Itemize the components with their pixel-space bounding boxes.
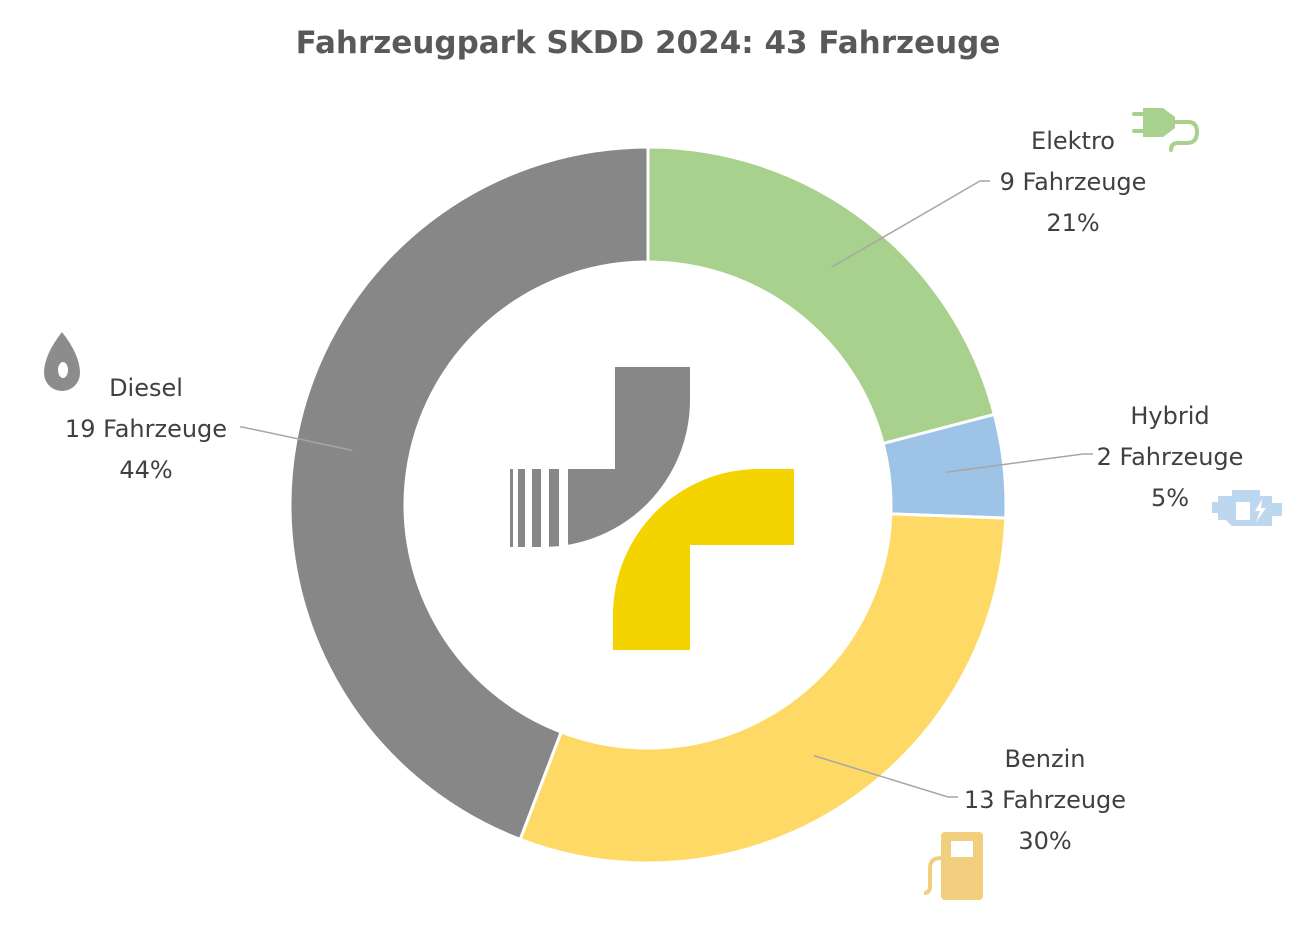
slice-benzin <box>518 512 1008 865</box>
oil-drop-icon <box>44 332 80 391</box>
label-diesel-percent: 44% <box>119 456 172 484</box>
label-elektro: Elektro 9 Fahrzeuge 21% <box>1000 127 1147 237</box>
leader-elektro <box>831 180 990 268</box>
label-benzin-percent: 30% <box>1018 827 1071 855</box>
label-benzin-count: 13 Fahrzeuge <box>964 786 1126 814</box>
label-elektro-count: 9 Fahrzeuge <box>1000 168 1147 196</box>
label-diesel-name: Diesel <box>109 374 183 402</box>
slices <box>288 145 1008 865</box>
fuel-pump-icon <box>923 832 983 900</box>
label-elektro-name: Elektro <box>1031 127 1115 155</box>
label-diesel-count: 19 Fahrzeuge <box>65 415 227 443</box>
label-hybrid-name: Hybrid <box>1130 402 1209 430</box>
leader-hybrid <box>946 453 1093 473</box>
leader-lines <box>240 180 1093 798</box>
label-benzin: Benzin 13 Fahrzeuge 30% <box>964 745 1126 855</box>
leader-diesel <box>240 426 353 452</box>
hybrid-engine-icon <box>1212 490 1282 526</box>
label-elektro-percent: 21% <box>1046 209 1099 237</box>
slice-diesel <box>288 145 650 842</box>
skdd-logo <box>510 367 794 650</box>
label-diesel: Diesel 19 Fahrzeuge 44% <box>65 374 227 484</box>
slice-elektro <box>646 145 997 446</box>
label-benzin-name: Benzin <box>1005 745 1086 773</box>
chart-title: Fahrzeugpark SKDD 2024: 43 Fahrzeuge <box>296 25 1001 61</box>
electric-plug-icon <box>1132 108 1200 152</box>
label-hybrid-percent: 5% <box>1151 484 1189 512</box>
label-hybrid-count: 2 Fahrzeuge <box>1097 443 1244 471</box>
label-hybrid: Hybrid 2 Fahrzeuge 5% <box>1097 402 1244 512</box>
leader-benzin <box>813 754 958 798</box>
